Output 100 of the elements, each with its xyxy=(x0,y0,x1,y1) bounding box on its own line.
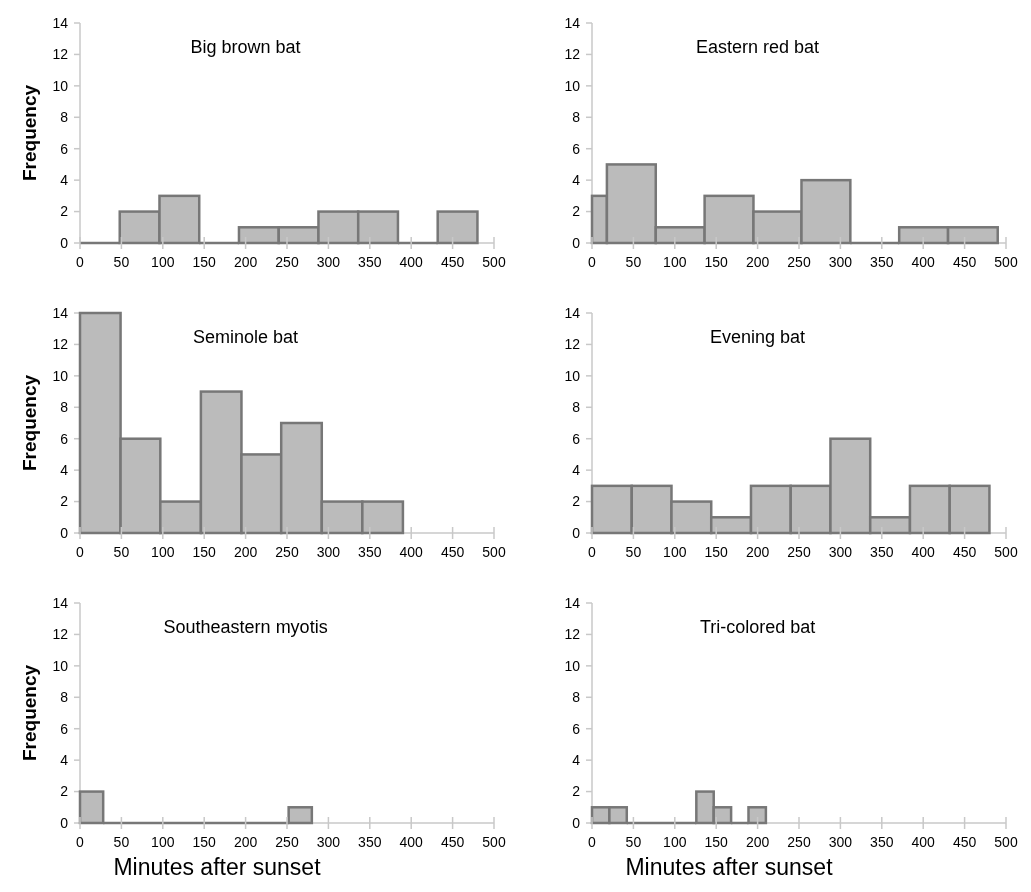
y-tick-label: 14 xyxy=(52,14,69,31)
x-tick-label: 500 xyxy=(482,544,506,560)
y-tick-label: 8 xyxy=(60,109,69,126)
x-tick-label: 450 xyxy=(440,834,465,850)
y-tick-label: 4 xyxy=(60,462,69,479)
x-tick-label: 150 xyxy=(704,254,729,270)
x-tick-label: 400 xyxy=(399,254,424,270)
y-tick-label: 14 xyxy=(564,304,581,321)
x-tick-label: 100 xyxy=(663,254,687,270)
x-tick-label: 500 xyxy=(994,544,1018,560)
x-tick-label: 100 xyxy=(151,544,175,560)
x-tick-label: 150 xyxy=(192,544,217,560)
x-tick-label: 250 xyxy=(275,254,299,270)
x-tick-label: 500 xyxy=(482,834,506,850)
y-tick-label: 14 xyxy=(564,594,581,611)
x-tick-label: 400 xyxy=(399,834,424,850)
text: Big brown bat xyxy=(190,37,301,57)
y-tick-label: 4 xyxy=(60,172,69,189)
y-tick-label: 14 xyxy=(564,14,581,31)
y-tick-label: 8 xyxy=(60,689,69,706)
y-tick-label: 0 xyxy=(572,234,581,251)
x-tick-label: 250 xyxy=(787,834,811,850)
x-tick-label: 250 xyxy=(275,834,299,850)
y-tick-label: 14 xyxy=(52,304,69,321)
x-tick-label: 500 xyxy=(482,254,506,270)
y-tick-label: 0 xyxy=(572,524,581,541)
y-tick-label: 2 xyxy=(60,493,69,510)
x-tick-label: 300 xyxy=(828,834,853,850)
x-tick-label: 400 xyxy=(911,254,936,270)
y-tick-label: 12 xyxy=(52,46,69,63)
x-tick-label: 200 xyxy=(745,254,770,270)
x-tick-label: 250 xyxy=(787,254,811,270)
y-tick-label: 2 xyxy=(60,783,69,800)
x-tick-label: 200 xyxy=(233,254,258,270)
x-tick-label: 300 xyxy=(828,544,853,560)
x-tick-label: 350 xyxy=(358,834,382,850)
text: Tri-colored bat xyxy=(699,617,816,637)
y-tick-label: 10 xyxy=(52,657,69,674)
y-tick-label: 12 xyxy=(52,336,69,353)
x-tick-label: 50 xyxy=(625,834,642,850)
x-tick-label: 250 xyxy=(787,544,811,560)
y-tick-label: 0 xyxy=(60,814,69,831)
x-tick-label: 150 xyxy=(704,544,729,560)
text: Eastern red bat xyxy=(696,37,820,57)
x-tick-label: 50 xyxy=(625,254,642,270)
y-tick-label: 0 xyxy=(60,234,69,251)
y-tick-label: 0 xyxy=(572,814,581,831)
x-tick-label: 400 xyxy=(399,544,424,560)
x-tick-label: 0 xyxy=(76,834,85,850)
x-tick-label: 250 xyxy=(275,544,299,560)
y-tick-label: 2 xyxy=(572,203,581,220)
y-tick-label: 14 xyxy=(52,594,69,611)
y-tick-label: 8 xyxy=(572,399,581,416)
y-tick-label: 10 xyxy=(564,77,581,94)
x-tick-label: 150 xyxy=(192,254,217,270)
x-tick-label: 100 xyxy=(151,254,175,270)
y-tick-label: 12 xyxy=(52,626,69,643)
x-tick-label: 500 xyxy=(994,834,1018,850)
x-axis-title: Minutes after sunset xyxy=(625,854,834,880)
y-tick-label: 2 xyxy=(60,203,69,220)
x-axis-title: Minutes after sunset xyxy=(113,854,322,880)
x-tick-label: 150 xyxy=(192,834,217,850)
x-tick-label: 400 xyxy=(911,834,936,850)
x-tick-label: 0 xyxy=(588,544,597,560)
y-tick-label: 10 xyxy=(52,367,69,384)
y-tick-label: 6 xyxy=(572,140,581,157)
y-tick-label: 8 xyxy=(572,109,581,126)
y-tick-label: 12 xyxy=(564,626,581,643)
x-tick-label: 350 xyxy=(870,544,894,560)
x-tick-label: 0 xyxy=(76,544,85,560)
text: Evening bat xyxy=(710,327,806,347)
y-tick-label: 6 xyxy=(60,430,69,447)
x-tick-label: 500 xyxy=(994,254,1018,270)
y-tick-label: 12 xyxy=(564,336,581,353)
x-tick-label: 300 xyxy=(828,254,853,270)
x-tick-label: 300 xyxy=(316,834,341,850)
x-tick-label: 350 xyxy=(358,254,382,270)
y-tick-label: 4 xyxy=(60,752,69,769)
x-tick-label: 450 xyxy=(952,254,977,270)
y-tick-label: 10 xyxy=(564,367,581,384)
y-axis-title: Frequency xyxy=(19,84,40,182)
y-tick-label: 8 xyxy=(60,399,69,416)
x-tick-label: 450 xyxy=(440,544,465,560)
y-tick-label: 6 xyxy=(60,720,69,737)
y-tick-label: 6 xyxy=(572,720,581,737)
y-tick-label: 2 xyxy=(572,783,581,800)
x-tick-label: 450 xyxy=(952,834,977,850)
x-tick-label: 150 xyxy=(704,834,729,850)
y-axis-title: Frequency xyxy=(19,664,40,762)
text: Seminole bat xyxy=(193,327,299,347)
x-tick-label: 350 xyxy=(870,254,894,270)
y-tick-label: 0 xyxy=(60,524,69,541)
x-tick-label: 300 xyxy=(316,544,341,560)
y-tick-label: 4 xyxy=(572,462,581,479)
x-tick-label: 300 xyxy=(316,254,341,270)
y-tick-label: 2 xyxy=(572,493,581,510)
x-tick-label: 0 xyxy=(76,254,85,270)
y-tick-label: 6 xyxy=(60,140,69,157)
x-tick-label: 100 xyxy=(151,834,175,850)
x-tick-label: 400 xyxy=(911,544,936,560)
